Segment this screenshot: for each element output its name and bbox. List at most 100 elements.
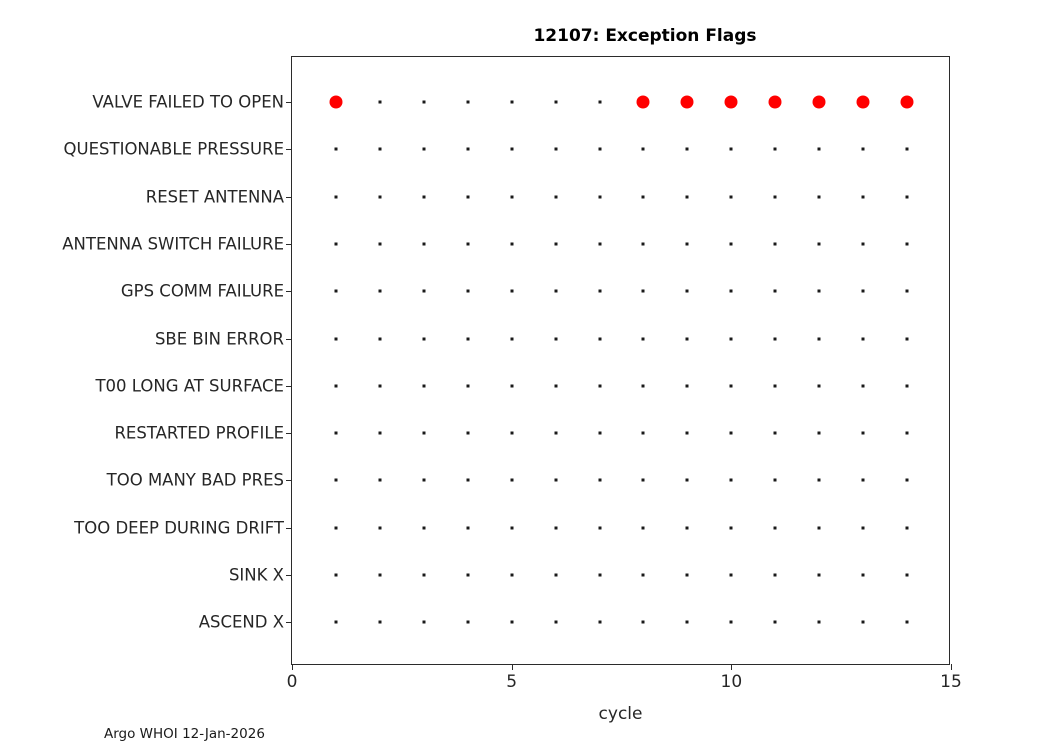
baseline-marker (334, 242, 338, 246)
x-axis-tick (731, 664, 733, 670)
flag-marker[interactable] (329, 95, 343, 109)
baseline-marker (773, 147, 777, 151)
baseline-marker (466, 100, 470, 104)
baseline-marker (641, 573, 645, 577)
baseline-marker (773, 242, 777, 246)
baseline-marker (554, 147, 558, 151)
y-axis-tick (286, 338, 292, 340)
baseline-marker (466, 384, 470, 388)
flag-marker[interactable] (900, 95, 914, 109)
x-axis-tick-label: 5 (506, 672, 518, 692)
y-axis-tick (286, 385, 292, 387)
y-axis-label-gps-comm-failure: GPS COMM FAILURE (120, 281, 284, 301)
baseline-marker (466, 289, 470, 293)
baseline-marker (378, 195, 382, 199)
baseline-marker (334, 526, 338, 530)
x-axis-tick-label: 10 (720, 672, 743, 692)
x-axis-tick-label: 15 (940, 672, 962, 692)
flag-marker[interactable] (856, 95, 870, 109)
flag-marker[interactable] (636, 95, 650, 109)
baseline-marker (466, 620, 470, 624)
baseline-marker (510, 478, 514, 482)
baseline-marker (422, 195, 426, 199)
baseline-marker (905, 573, 909, 577)
y-axis-tick (286, 291, 292, 293)
baseline-marker (641, 620, 645, 624)
flag-marker[interactable] (724, 95, 738, 109)
y-axis-label-valve-failed-to-open: VALVE FAILED TO OPEN (92, 92, 284, 112)
baseline-marker (598, 573, 602, 577)
baseline-marker (861, 147, 865, 151)
baseline-marker (905, 384, 909, 388)
baseline-marker (861, 195, 865, 199)
baseline-marker (378, 526, 382, 530)
baseline-marker (510, 620, 514, 624)
footer-credit: Argo WHOI 12-Jan-2026 (104, 726, 265, 742)
baseline-marker (554, 478, 558, 482)
baseline-marker (466, 573, 470, 577)
baseline-marker (422, 478, 426, 482)
y-axis-tick (286, 149, 292, 151)
baseline-marker (729, 147, 733, 151)
baseline-marker (641, 289, 645, 293)
baseline-marker (334, 431, 338, 435)
x-axis-tick (951, 664, 952, 670)
y-axis-label-antenna-switch-failure: ANTENNA SWITCH FAILURE (62, 234, 284, 254)
baseline-marker (378, 242, 382, 246)
baseline-marker (466, 526, 470, 530)
baseline-marker (510, 195, 514, 199)
baseline-marker (817, 195, 821, 199)
baseline-marker (598, 620, 602, 624)
baseline-marker (510, 384, 514, 388)
baseline-marker (729, 526, 733, 530)
baseline-marker (554, 431, 558, 435)
baseline-marker (378, 431, 382, 435)
baseline-marker (905, 242, 909, 246)
flag-marker[interactable] (768, 95, 782, 109)
plot-inner: VALVE FAILED TO OPEN QUESTIONABLE PRESSUR… (62, 57, 962, 693)
baseline-marker (773, 337, 777, 340)
baseline-marker (598, 431, 602, 435)
baseline-marker (773, 195, 777, 199)
baseline-marker (598, 100, 602, 104)
baseline-marker (685, 526, 689, 530)
flag-marker[interactable] (812, 95, 826, 109)
baseline-marker (729, 337, 733, 340)
baseline-marker (685, 147, 689, 151)
baseline-marker (378, 289, 382, 293)
baseline-marker (378, 478, 382, 482)
baseline-marker (466, 431, 470, 435)
y-axis-label-ascend-x: ASCEND X (198, 612, 284, 632)
baseline-marker (685, 195, 689, 199)
baseline-marker (554, 242, 558, 246)
x-axis-tick (511, 664, 513, 670)
baseline-marker (554, 384, 558, 388)
baseline-marker (554, 100, 558, 104)
baseline-marker (773, 431, 777, 435)
baseline-marker (422, 573, 426, 577)
baseline-marker (422, 337, 426, 340)
y-axis-tick (286, 480, 292, 482)
baseline-marker (554, 573, 558, 577)
baseline-marker (422, 526, 426, 530)
baseline-marker (554, 526, 558, 530)
baseline-marker (510, 289, 514, 293)
baseline-marker (334, 384, 338, 388)
baseline-marker (641, 431, 645, 435)
y-axis-label-too-deep-during-drift: TOO DEEP DURING DRIFT (74, 518, 284, 538)
baseline-marker (773, 620, 777, 624)
baseline-marker (334, 573, 338, 577)
flag-marker[interactable] (680, 95, 694, 109)
baseline-marker (773, 478, 777, 482)
y-axis-label-t00-long-at-surface: T00 LONG AT SURFACE (95, 376, 284, 396)
baseline-marker (422, 620, 426, 624)
baseline-marker (641, 384, 645, 388)
baseline-marker (466, 478, 470, 482)
baseline-marker (422, 289, 426, 293)
baseline-marker (334, 478, 338, 482)
baseline-marker (729, 431, 733, 435)
baseline-marker (510, 573, 514, 577)
plot-area[interactable]: VALVE FAILED TO OPEN QUESTIONABLE PRESSUR… (62, 56, 962, 693)
y-axis-label-sink-x: SINK X (228, 565, 284, 585)
